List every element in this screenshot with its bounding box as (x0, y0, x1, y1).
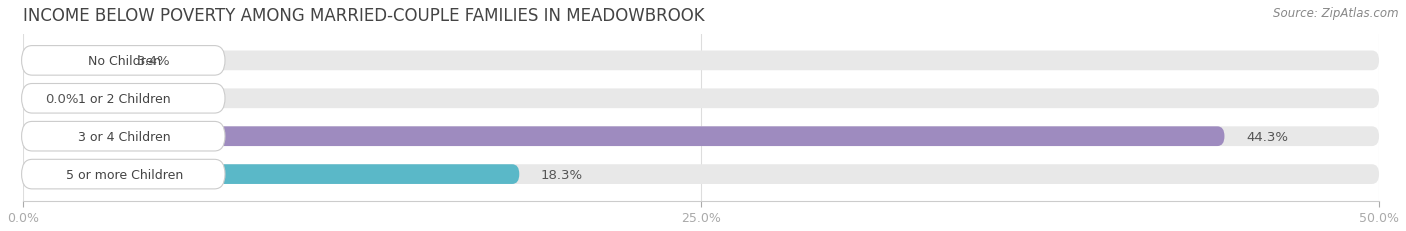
Text: 3 or 4 Children: 3 or 4 Children (79, 130, 172, 143)
FancyBboxPatch shape (22, 127, 1379, 146)
Text: 5 or more Children: 5 or more Children (66, 168, 183, 181)
FancyBboxPatch shape (21, 84, 225, 114)
Text: Source: ZipAtlas.com: Source: ZipAtlas.com (1274, 7, 1399, 20)
Text: No Children: No Children (89, 55, 162, 68)
Text: 0.0%: 0.0% (45, 92, 79, 105)
FancyBboxPatch shape (22, 51, 115, 71)
FancyBboxPatch shape (21, 160, 225, 189)
FancyBboxPatch shape (21, 46, 225, 76)
FancyBboxPatch shape (22, 164, 1379, 184)
Text: INCOME BELOW POVERTY AMONG MARRIED-COUPLE FAMILIES IN MEADOWBROOK: INCOME BELOW POVERTY AMONG MARRIED-COUPL… (22, 7, 704, 25)
Text: 18.3%: 18.3% (541, 168, 583, 181)
FancyBboxPatch shape (22, 89, 1379, 109)
Text: 44.3%: 44.3% (1246, 130, 1288, 143)
FancyBboxPatch shape (22, 51, 1379, 71)
FancyBboxPatch shape (21, 122, 225, 151)
FancyBboxPatch shape (22, 164, 519, 184)
FancyBboxPatch shape (22, 127, 1225, 146)
Text: 1 or 2 Children: 1 or 2 Children (79, 92, 172, 105)
Text: 3.4%: 3.4% (136, 55, 170, 68)
